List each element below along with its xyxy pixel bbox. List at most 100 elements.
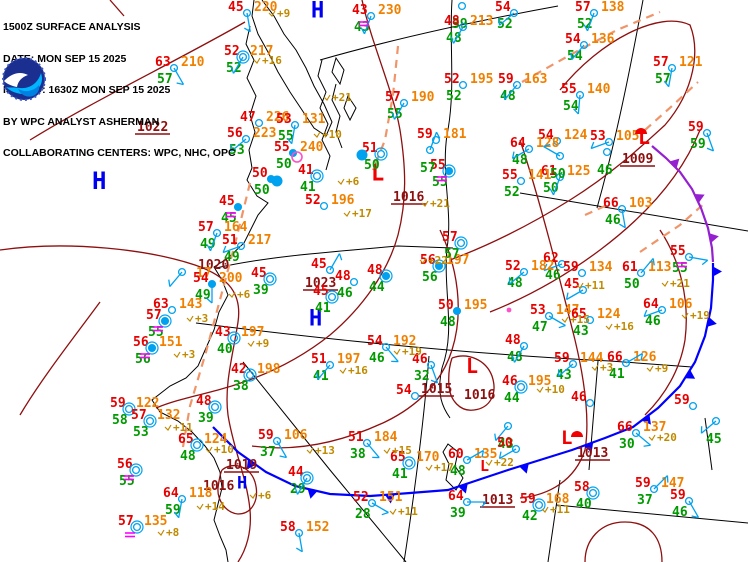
wind-barb-icon [246,12,251,32]
station-temp: 65 [178,432,194,447]
station-ring-icon [158,314,172,328]
station-temp: 59 [563,260,579,275]
station-plot: 63 210 57 [155,55,205,87]
tendency-trace-icon [393,348,401,355]
pressure-tendency: +11 [576,279,605,292]
station-plot: 65 124 43 [571,307,621,339]
station-pressure: 113 [648,260,671,275]
station-circle-icon [585,398,595,408]
station-plot: 5916348 [498,72,547,104]
station-circle-icon [376,149,386,159]
station-pressure: 118 [189,486,213,501]
station-dewpoint: 57 [655,72,671,87]
station-pressure: 195 [470,72,493,87]
station-plot: 57 135 [118,514,167,538]
station-dewpoint: 46 [645,314,661,329]
station-temp: 65 [390,450,406,465]
wind-barb-icon [586,12,595,32]
tendency-value: +15 [570,313,590,326]
wind-barb-tick-icon [480,501,487,508]
station-temp: 52 [444,72,460,87]
station-temp: 55 [561,82,577,97]
wind-barb-icon [222,245,242,254]
station-temp: 63 [155,55,171,70]
station-dewpoint: 29 [290,482,306,497]
station-circle-icon [272,436,282,446]
station-plot: 50 [497,436,521,460]
front-pip [709,233,719,243]
station-dewpoint: 57 [420,161,436,176]
tendency-value: +9 [277,7,290,20]
pink-dot-icon [506,307,512,313]
station-circle-icon [312,171,322,181]
station-pressure: 170 [416,450,440,465]
pink-circle-icon [291,151,303,163]
isobar-label: 1013 [575,446,610,461]
station-dewpoint: 37 [260,445,276,460]
pressure-tendency: +21 [323,91,352,104]
isobar-label: 1023 [303,276,338,291]
wind-barb-icon [329,253,341,271]
station-plot: 43 [494,421,514,452]
station-plot: 5413654 [565,32,615,64]
station-pressure: 135 [144,514,167,529]
isobar-label-text: 1016 [464,388,495,403]
station-pressure: 147 [556,303,579,318]
station-plot: 59 106 37 [258,428,308,460]
wind-barb-tick-icon [498,451,502,459]
station-plot: 55 240 50 [274,140,324,172]
station-circle-icon [621,358,631,368]
isobar-label-text: 1019 [226,458,257,473]
station-circle-icon [367,498,377,508]
wind-barb-icon [590,141,610,150]
tendency-trace-icon [661,280,669,287]
tendency-trace-icon [313,131,321,138]
station-circle-icon [516,382,526,392]
station-temp: 54 [396,383,412,398]
trough-line [371,45,400,171]
station-temp: 56 [133,335,149,350]
station-circle-icon [649,484,659,494]
station-ring-icon [243,368,257,382]
station-temp: 51 [348,430,364,445]
station-temp: 41 [298,163,314,178]
station-circle-icon [452,306,462,316]
station-temp: 59 [417,127,433,142]
station-circle-icon [210,402,220,412]
tendency-trace-icon [196,503,204,510]
isobar-line [251,229,459,449]
station-ring-icon [454,236,468,250]
station-temp: 45 [228,0,244,15]
station-pressure: 126 [633,350,657,365]
station-pressure: 210 [181,55,205,70]
tendency-value: +15 [392,444,412,457]
front-pip [307,488,318,499]
station-pressure: 105 [616,129,639,144]
station-circle-icon [602,147,612,157]
station-circle-icon [516,176,526,186]
tendency-value: +9 [256,337,269,350]
station-dewpoint: 38 [233,379,249,394]
station-temp: 66 [603,196,619,211]
station-circle-icon [588,488,598,498]
wind-barb-icon [499,12,515,26]
station-pressure: 131 [302,112,326,127]
wind-barb-icon [543,263,563,272]
station-pressure: 151 [379,490,403,505]
wind-barb-tick-icon [503,92,506,100]
front-pip [641,414,651,425]
station-plot: 54 192 46 [367,334,416,366]
front-pip [385,494,395,504]
station-circle-icon [711,416,721,426]
wind-barb-tick-icon [583,24,589,32]
tendency-value: +10 [322,128,342,141]
header-line-date: DATE: MON SEP 15 2025 [3,52,127,65]
station-plot: 42 198 38 [231,362,281,394]
pressure-tendency: +11 [164,421,193,434]
wind-barb-icon [385,346,399,362]
